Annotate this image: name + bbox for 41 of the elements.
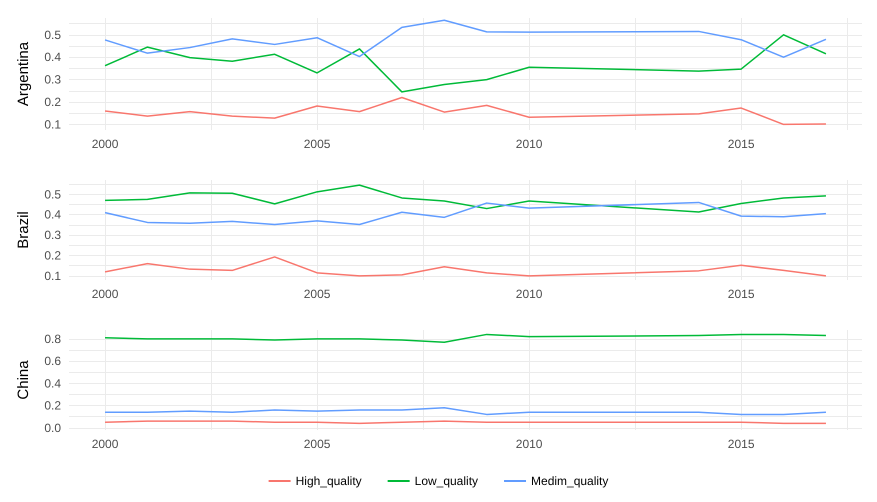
line-series [104, 34, 827, 93]
line-series [104, 202, 827, 226]
x-tick-label: 2015 [728, 137, 755, 151]
x-tick-label: 2005 [304, 137, 331, 151]
x-tick-label: 2015 [728, 437, 755, 451]
y-axis-title: China [15, 360, 32, 400]
line-series [104, 334, 827, 343]
legend-label: Low_quality [414, 474, 478, 488]
y-tick-label: 0.4 [44, 376, 62, 390]
x-tick-label: 2010 [516, 287, 543, 301]
x-tick-label: 2000 [92, 287, 119, 301]
y-tick-label: 0.5 [44, 187, 62, 202]
x-tick-label: 2000 [92, 437, 119, 451]
y-tick-label: 0.2 [44, 248, 62, 263]
y-tick-label: 0.1 [44, 268, 62, 283]
x-tick-label: 2005 [304, 437, 331, 451]
y-axis-title: Argentina [15, 41, 32, 106]
y-tick-label: 0.1 [44, 117, 62, 132]
y-tick-label: 0.8 [44, 332, 62, 346]
x-tick-label: 2005 [304, 287, 331, 301]
y-axis-title: Brazil [15, 211, 32, 249]
y-tick-label: 0.4 [44, 208, 62, 222]
y-tick-label: 0.5 [44, 28, 62, 42]
legend-label: Medim_quality [531, 474, 608, 488]
y-tick-label: 0.6 [44, 354, 62, 368]
y-tick-label: 0.3 [44, 72, 62, 87]
y-tick-label: 0.4 [44, 50, 62, 64]
x-tick-label: 2010 [516, 137, 543, 151]
line-series [104, 256, 827, 277]
x-tick-label: 2010 [516, 437, 543, 451]
y-tick-label: 0.0 [44, 420, 62, 435]
line-series [104, 19, 827, 58]
line-series [104, 407, 827, 416]
x-tick-label: 2000 [92, 137, 119, 151]
y-tick-label: 0.3 [44, 228, 62, 242]
x-tick-label: 2015 [728, 287, 755, 301]
y-tick-label: 0.2 [44, 398, 62, 413]
line-series [104, 184, 827, 213]
y-tick-label: 0.2 [44, 95, 62, 109]
legend-label: High_quality [296, 474, 362, 488]
line-series [104, 96, 827, 126]
